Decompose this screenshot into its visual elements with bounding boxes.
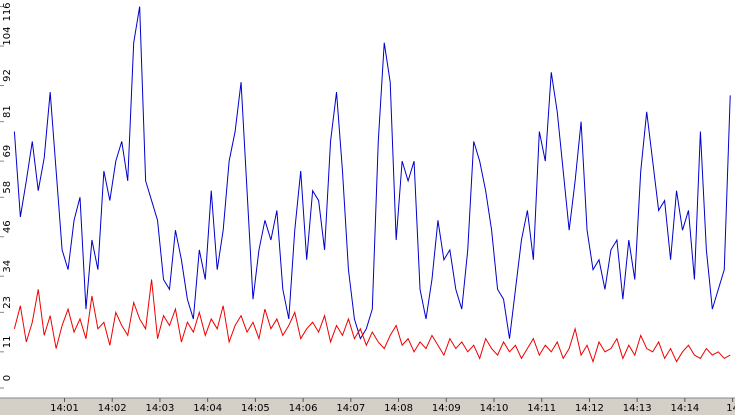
y-tick-label: 92 [2, 69, 13, 82]
x-tick-label: 14:09 [432, 403, 461, 414]
y-tick-label: 23 [2, 296, 13, 309]
y-tick-label: 11 [2, 335, 13, 348]
x-tick-label: 14:03 [146, 403, 175, 414]
series-line [13, 6, 731, 340]
y-tick-label: 0 [2, 375, 13, 381]
x-tick-label: 14:04 [193, 403, 222, 414]
x-tick-label: 14:06 [289, 403, 318, 414]
x-tick-label: 14:12 [575, 403, 604, 414]
x-tick-label: 14:10 [480, 403, 509, 414]
x-tick-label: 14:07 [336, 403, 365, 414]
y-tick-label: 46 [2, 220, 13, 233]
y-tick-label: 58 [2, 181, 13, 194]
x-tick-label: 14:13 [623, 403, 652, 414]
series-line [13, 279, 731, 364]
x-tick-label: 14:14 [670, 403, 699, 414]
x-tick-label: 14:08 [384, 403, 413, 414]
y-tick-label: 116 [2, 2, 13, 21]
x-tick-label: 14:02 [98, 403, 127, 414]
x-tick-label: 14 [726, 403, 735, 414]
y-tick-label: 69 [2, 145, 13, 158]
x-tick-label: 14:11 [527, 403, 556, 414]
x-tick-label: 14:05 [241, 403, 270, 414]
x-tick-label: 14:01 [50, 403, 79, 414]
x-axis-strip [0, 398, 735, 415]
y-tick-label: 104 [2, 26, 13, 45]
y-tick-label: 34 [2, 260, 13, 273]
y-tick-label: 81 [2, 105, 13, 118]
